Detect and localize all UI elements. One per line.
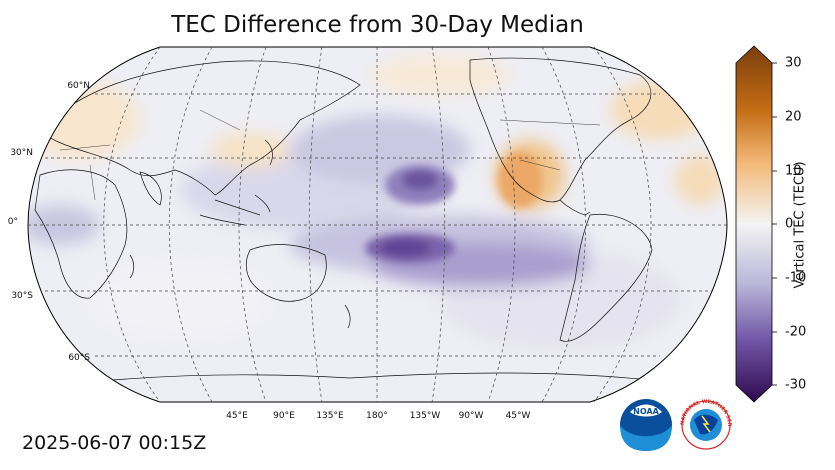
lon-label-135w: 135°W	[410, 411, 441, 421]
colorbar-tick-neg20: -20	[785, 324, 807, 340]
noaa-logo: NOAA	[620, 399, 672, 451]
lat-label-60s: 60°S	[68, 353, 90, 363]
globe-field	[28, 47, 727, 402]
colorbar-tick-30: 30	[785, 55, 802, 71]
lon-label-180: 180°	[366, 411, 388, 421]
colorbar-label: Vertical TEC (TECU)	[792, 161, 808, 289]
colorbar-tick-20: 20	[785, 109, 802, 125]
colorbar-tick-0: 0	[785, 216, 794, 232]
lon-label-90e: 90°E	[273, 411, 295, 421]
lat-label-30s: 30°S	[11, 291, 33, 301]
noaa-logo-text: NOAA	[633, 407, 659, 416]
lon-label-45e: 45°E	[226, 411, 248, 421]
colorbar-tick-10: 10	[785, 163, 802, 179]
colorbar-tick-neg10: -10	[785, 270, 807, 286]
map-title: TEC Difference from 30-Day Median	[171, 12, 584, 38]
timestamp: 2025-06-07 00:15Z	[22, 432, 207, 454]
lat-label-30n: 30°N	[10, 148, 33, 158]
lon-label-135e: 135°E	[316, 411, 344, 421]
colorbar	[735, 45, 777, 403]
lon-label-45w: 45°W	[506, 411, 531, 421]
graticule	[28, 46, 727, 403]
globe-outline	[27, 46, 728, 403]
lon-label-90w: 90°W	[459, 411, 484, 421]
colorbar-tick-neg30: -30	[785, 377, 807, 393]
lat-label-eq: 0°	[8, 217, 18, 227]
coastlines	[34, 54, 687, 386]
lat-label-60n: 60°N	[67, 81, 90, 91]
